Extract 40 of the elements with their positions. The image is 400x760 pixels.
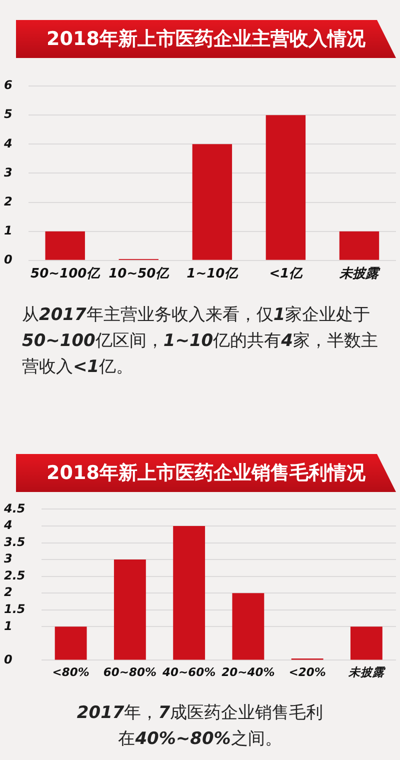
y-tick-label: 5 (4, 107, 12, 122)
y-tick-label: 1 (4, 618, 12, 633)
y-tick-label: 3 (4, 552, 12, 566)
y-tick-label: 4 (3, 518, 12, 532)
y-tick-label: 4.5 (3, 501, 26, 516)
bar (339, 231, 380, 260)
bar (173, 526, 206, 660)
x-tick-label: 60~80% (103, 665, 157, 680)
x-tick-label: 1~10亿 (186, 266, 239, 282)
y-tick-label: 2 (4, 585, 12, 600)
y-tick-label: 3.5 (4, 534, 26, 549)
y-tick-label: 2.5 (4, 568, 26, 582)
y-tick-label: 1.5 (4, 602, 26, 616)
y-tick-label: 4 (3, 136, 12, 150)
bar (266, 115, 306, 260)
x-tick-label: 10~50亿 (108, 266, 170, 282)
bar (114, 560, 146, 660)
text: 从2017年主营业务收入来看，仅1家企业处于50~100亿区间，1~10亿的共有4家，半数主营收入<1亿。 (22, 305, 378, 377)
bar (192, 144, 232, 260)
x-tick-label: 50~100亿 (30, 266, 101, 282)
bar (54, 626, 87, 660)
y-tick-label: 0 (4, 652, 12, 666)
bar (45, 231, 85, 260)
bar (350, 626, 382, 660)
y-tick-label: 2 (4, 194, 12, 208)
chart-title: 2018年新上市医药企业主营收入情况 (16, 20, 396, 58)
chart-title: 2018年新上市医药企业销售毛利情况 (16, 454, 396, 492)
text: 2017年，7成医药企业销售毛利在40%~80%之间。 (76, 703, 324, 749)
y-tick-label: 1 (4, 223, 12, 238)
x-tick-label: <1亿 (269, 266, 304, 282)
x-tick-label: 未披露 (347, 665, 386, 680)
x-tick-label: 40~60% (161, 665, 216, 680)
y-tick-label: 0 (4, 252, 12, 267)
bar (232, 593, 264, 660)
y-tick-label: 6 (4, 78, 12, 92)
x-tick-label: <20% (288, 665, 326, 680)
x-tick-label: 20~40% (222, 665, 275, 680)
y-tick-label: 3 (4, 165, 12, 180)
x-tick-label: 未披露 (338, 266, 381, 282)
x-tick-label: <80% (52, 665, 90, 680)
